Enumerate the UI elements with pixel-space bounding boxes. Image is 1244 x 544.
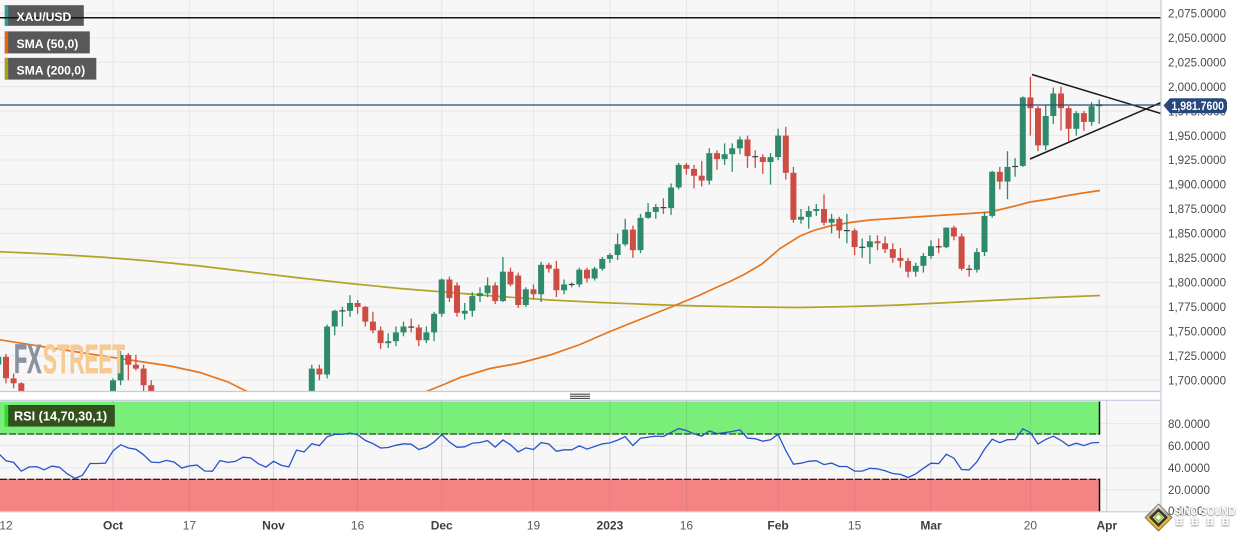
svg-text:RSI (14,70,30,1): RSI (14,70,30,1) — [14, 409, 107, 423]
svg-text:16: 16 — [680, 519, 694, 533]
svg-text:2,075.0000: 2,075.0000 — [1168, 7, 1226, 20]
svg-text:1,900.0000: 1,900.0000 — [1168, 179, 1226, 192]
svg-text:2,050.0000: 2,050.0000 — [1168, 32, 1226, 45]
svg-text:1,775.0000: 1,775.0000 — [1168, 301, 1226, 314]
svg-text:19: 19 — [527, 519, 541, 533]
svg-text:2023: 2023 — [597, 519, 624, 533]
svg-text:1,925.0000: 1,925.0000 — [1168, 154, 1226, 167]
svg-text:XAU/USD: XAU/USD — [17, 10, 72, 24]
svg-text:17: 17 — [183, 519, 197, 533]
svg-text:Apr: Apr — [1096, 519, 1117, 533]
svg-text:FX: FX — [14, 336, 42, 382]
svg-text:15: 15 — [848, 519, 862, 533]
svg-text:40.0000: 40.0000 — [1168, 462, 1210, 475]
svg-text:1,950.0000: 1,950.0000 — [1168, 130, 1226, 143]
svg-text:SMA (50,0): SMA (50,0) — [17, 37, 79, 51]
svg-text:Mar: Mar — [920, 519, 942, 533]
svg-text:Nov: Nov — [262, 519, 285, 533]
svg-text:1,750.0000: 1,750.0000 — [1168, 326, 1226, 339]
svg-text:1,800.0000: 1,800.0000 — [1168, 277, 1226, 290]
svg-text:Dec: Dec — [431, 519, 453, 533]
svg-text:20.0000: 20.0000 — [1168, 484, 1210, 497]
svg-text:1,725.0000: 1,725.0000 — [1168, 350, 1226, 363]
svg-text:1,700.0000: 1,700.0000 — [1168, 375, 1226, 388]
svg-text:1,825.0000: 1,825.0000 — [1168, 252, 1226, 265]
svg-text:60.0000: 60.0000 — [1168, 440, 1210, 453]
svg-text:1,981.7600: 1,981.7600 — [1172, 99, 1225, 113]
svg-text:16: 16 — [351, 519, 365, 533]
svg-text:SINO SOUND: SINO SOUND — [1175, 506, 1236, 518]
svg-text:2,025.0000: 2,025.0000 — [1168, 56, 1226, 69]
svg-text:12: 12 — [0, 519, 13, 533]
svg-text:2,000.0000: 2,000.0000 — [1168, 81, 1226, 94]
svg-text:Oct: Oct — [103, 519, 123, 533]
svg-text:1,875.0000: 1,875.0000 — [1168, 203, 1226, 216]
svg-text:20: 20 — [1024, 519, 1038, 533]
svg-text:STREET: STREET — [43, 336, 125, 382]
svg-text:SMA (200,0): SMA (200,0) — [17, 63, 86, 77]
svg-text:0.0000: 0.0000 — [1168, 505, 1203, 518]
svg-text:Feb: Feb — [767, 519, 788, 533]
svg-text:80.0000: 80.0000 — [1168, 418, 1210, 431]
svg-text:1,850.0000: 1,850.0000 — [1168, 228, 1226, 241]
